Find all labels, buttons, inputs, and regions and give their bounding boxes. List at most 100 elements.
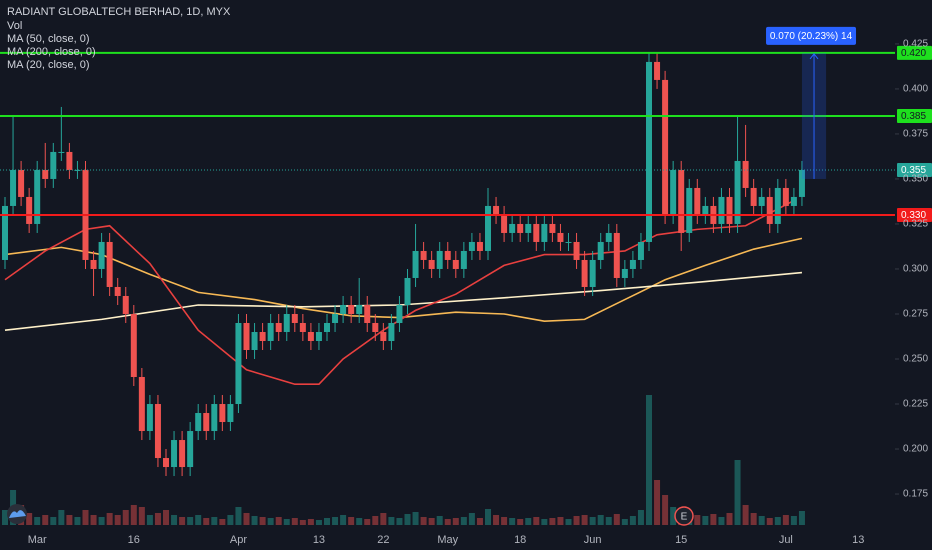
candle-body bbox=[203, 413, 210, 432]
volume-bar bbox=[58, 510, 65, 525]
candle-body bbox=[686, 187, 693, 233]
volume-bar bbox=[782, 515, 789, 525]
volume-bar bbox=[646, 395, 652, 525]
volume-bar bbox=[790, 516, 797, 525]
candle-body bbox=[452, 259, 459, 269]
candle-body bbox=[2, 205, 8, 260]
volume-bar bbox=[428, 518, 435, 525]
volume-bar bbox=[654, 480, 661, 525]
y-tick-label: 0.250 bbox=[903, 354, 928, 365]
candle-body bbox=[605, 232, 612, 242]
candle-body bbox=[283, 313, 290, 332]
volume-bar bbox=[774, 517, 781, 525]
price-label-box bbox=[897, 45, 932, 60]
candle-body bbox=[718, 196, 725, 224]
volume-bar bbox=[412, 512, 419, 525]
candle-body bbox=[670, 169, 677, 215]
candle-body bbox=[299, 322, 306, 332]
volume-bar bbox=[468, 513, 475, 525]
volume-bar bbox=[98, 517, 105, 525]
volume-bar bbox=[710, 514, 717, 525]
volume-bar bbox=[541, 519, 548, 525]
measure-arrowhead bbox=[809, 53, 819, 60]
volume-bar bbox=[90, 515, 97, 525]
candle-body bbox=[243, 322, 250, 350]
earnings-circle[interactable] bbox=[674, 506, 694, 526]
candle-body bbox=[251, 331, 258, 350]
candle-body bbox=[549, 223, 556, 233]
volume-bar bbox=[670, 507, 677, 525]
candle-body bbox=[364, 304, 371, 323]
candle-body bbox=[138, 377, 145, 432]
volume-bar bbox=[557, 517, 564, 525]
candle-body bbox=[356, 304, 363, 314]
candle-body bbox=[493, 205, 500, 215]
measure-label: 0.070 (20.23%) 14 bbox=[770, 31, 853, 42]
earnings-marker[interactable]: E bbox=[674, 506, 694, 526]
volume-bar bbox=[163, 510, 169, 525]
candle-body bbox=[267, 322, 274, 341]
volume-bar bbox=[66, 515, 73, 525]
price-label-box bbox=[897, 207, 932, 222]
candle-body bbox=[476, 241, 483, 251]
candle-body bbox=[315, 331, 322, 341]
candle-body bbox=[74, 169, 81, 171]
volume-bar bbox=[621, 519, 628, 525]
level-layer: 0.420 0.385 0.330 0.355 0.070 (20.23%) 14 bbox=[0, 26, 932, 222]
volume-layer bbox=[2, 395, 805, 525]
candle-body bbox=[235, 322, 242, 405]
candle-body bbox=[34, 169, 41, 224]
volume-bar bbox=[758, 516, 765, 525]
volume-bar bbox=[509, 518, 516, 525]
candle-body bbox=[307, 331, 314, 341]
volume-bar bbox=[613, 514, 620, 525]
candle-body bbox=[678, 169, 685, 233]
candle-body bbox=[742, 160, 749, 188]
candle-body bbox=[798, 169, 805, 197]
candle-body bbox=[179, 440, 186, 468]
volume-bar bbox=[460, 517, 467, 525]
volume-bar bbox=[726, 513, 733, 525]
candle-body bbox=[436, 250, 443, 269]
candle-body bbox=[444, 250, 451, 260]
volume-bar bbox=[307, 519, 314, 525]
candle-body bbox=[18, 169, 25, 197]
earnings-label[interactable]: E bbox=[681, 512, 688, 523]
volume-bar bbox=[324, 518, 330, 525]
volume-bar bbox=[2, 510, 8, 525]
volume-bar bbox=[211, 517, 218, 525]
candle-body bbox=[541, 223, 548, 242]
x-tick-label: Jun bbox=[584, 534, 602, 546]
volume-bar bbox=[203, 518, 210, 525]
candle-body bbox=[726, 196, 733, 224]
candle-body bbox=[613, 232, 620, 278]
volume-bar bbox=[525, 518, 532, 525]
candle-body bbox=[275, 322, 282, 332]
price-label-box bbox=[897, 108, 932, 123]
candle-body bbox=[509, 223, 516, 233]
legend: RADIANT GLOBALTECH BERHAD, 1D, MYX Vol M… bbox=[7, 6, 231, 71]
price-label: 0.330 bbox=[901, 210, 926, 221]
x-tick-label: 15 bbox=[675, 534, 687, 546]
volume-bar bbox=[364, 519, 371, 525]
volume-bar bbox=[259, 517, 266, 525]
volume-bar bbox=[493, 515, 500, 525]
volume-bar bbox=[605, 517, 612, 525]
volume-bar bbox=[114, 515, 121, 525]
legend-entry: MA (200, close, 0) bbox=[7, 46, 96, 58]
candle-body bbox=[468, 241, 475, 251]
volume-bar bbox=[26, 513, 33, 525]
candle-layer bbox=[2, 52, 805, 477]
candle-body bbox=[646, 61, 652, 242]
volume-bar bbox=[179, 517, 186, 525]
candle-body bbox=[130, 313, 137, 378]
y-tick-label: 0.325 bbox=[903, 219, 928, 230]
volume-bar bbox=[662, 495, 669, 525]
candle-body bbox=[557, 232, 564, 242]
candle-body bbox=[10, 169, 17, 206]
volume-bar bbox=[436, 516, 443, 525]
volume-bar bbox=[750, 513, 757, 525]
volume-bar bbox=[581, 515, 588, 525]
